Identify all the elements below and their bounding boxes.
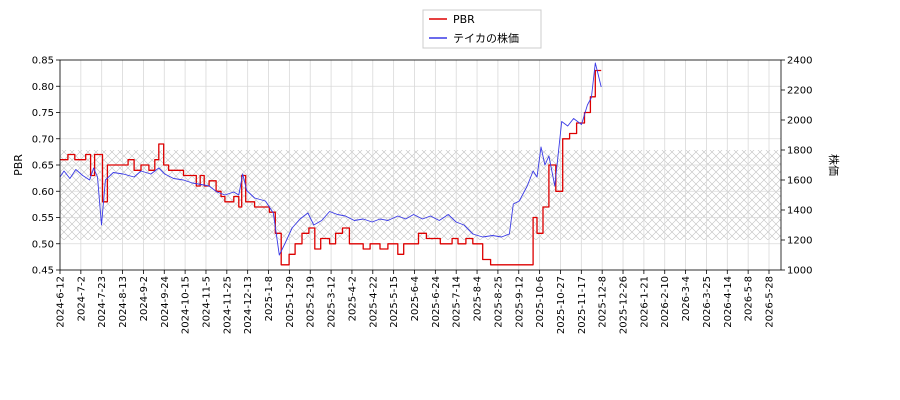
series-line-stock-price: [59, 62, 602, 256]
x-tick-label: 2025-4-2: [347, 276, 358, 321]
x-tick-label: 2024-7-23: [97, 276, 108, 328]
x-tick-label: 2025-2-19: [306, 276, 317, 328]
legend-label-price: テイカの株価: [453, 31, 519, 45]
x-tick-label: 2025-1-8: [264, 276, 275, 321]
x-tick-label: 2026-5-28: [765, 276, 776, 328]
legend: PBR テイカの株価: [422, 9, 542, 49]
hatched-band: [60, 150, 781, 240]
series-line-pbr: [60, 69, 602, 266]
y-tick-label-left: 0.55: [32, 213, 54, 224]
x-tick-label: 2024-11-5: [201, 276, 212, 328]
x-tick-label: 2025-4-22: [368, 276, 379, 328]
x-tick-label: 2026-3-25: [702, 276, 713, 328]
y-tick-label-right: 1800: [787, 146, 812, 157]
x-tick-label: 2025-8-4: [473, 276, 484, 321]
legend-label-pbr: PBR: [453, 13, 475, 26]
x-tick-label: 2025-9-12: [514, 276, 525, 328]
y-tick-label-right: 2000: [787, 116, 812, 127]
y-tick-label-left: 0.85: [32, 56, 54, 67]
y-tick-label-left: 0.80: [32, 82, 54, 93]
y-axis-label-left: PBR: [12, 154, 25, 176]
x-tick-label: 2025-8-25: [493, 276, 504, 328]
x-tick-label: 2025-12-8: [598, 276, 609, 328]
y-tick-label-left: 0.65: [32, 161, 54, 172]
x-tick-label: 2026-5-8: [744, 276, 755, 321]
plot-area: [59, 59, 782, 271]
y-tick-label-right: 1000: [787, 266, 812, 277]
legend-box: [422, 9, 542, 49]
x-tick-label: 2024-9-24: [160, 276, 171, 328]
y-tick-label-left: 0.45: [32, 266, 54, 277]
y-tick-label-right: 2400: [787, 56, 812, 67]
y-tick-label-left: 0.75: [32, 108, 54, 119]
x-tick-label: 2025-10-6: [535, 276, 546, 328]
x-tick-label: 2025-5-15: [389, 276, 400, 328]
y-tick-label-right: 1400: [787, 206, 812, 217]
x-tick-label: 2024-12-13: [243, 276, 254, 334]
x-tick-label: 2025-1-29: [285, 276, 296, 328]
x-tick-label: 2025-6-24: [431, 276, 442, 328]
x-tick-label: 2026-2-10: [660, 276, 671, 328]
x-tick-label: 2024-10-15: [181, 276, 192, 334]
x-tick-label: 2024-8-13: [118, 276, 129, 328]
x-tick-label: 2025-11-17: [577, 276, 588, 334]
y-tick-label-right: 1200: [787, 236, 812, 247]
y-axis-label-right: 株価: [827, 154, 841, 176]
x-tick-label: 2024-6-12: [56, 276, 67, 328]
axis-ticks: 0.45 0.50 0.55 0.60 0.65 0.70 0.75 0.80 0.85 1000…: [32, 56, 813, 335]
y-tick-label-right: 1600: [787, 176, 812, 187]
x-tick-label: 2024-9-2: [139, 276, 150, 321]
x-tick-label: 2025-7-14: [452, 276, 463, 328]
x-tick-label: 2025-3-12: [327, 276, 338, 328]
x-tick-label: 2024-11-25: [222, 276, 233, 334]
y-tick-label-left: 0.50: [32, 239, 54, 250]
x-tick-label: 2025-12-26: [619, 276, 630, 334]
x-tick-label: 2026-3-4: [681, 276, 692, 321]
x-tick-label: 2025-10-27: [556, 276, 567, 334]
y-tick-label-left: 0.60: [32, 187, 54, 198]
x-tick-label: 2025-6-4: [410, 276, 421, 321]
y-tick-label-right: 2200: [787, 86, 812, 97]
x-tick-label: 2024-7-2: [76, 276, 87, 321]
x-tick-label: 2026-1-21: [639, 276, 650, 328]
y-tick-label-left: 0.70: [32, 134, 54, 145]
x-tick-label: 2026-4-14: [723, 276, 734, 328]
